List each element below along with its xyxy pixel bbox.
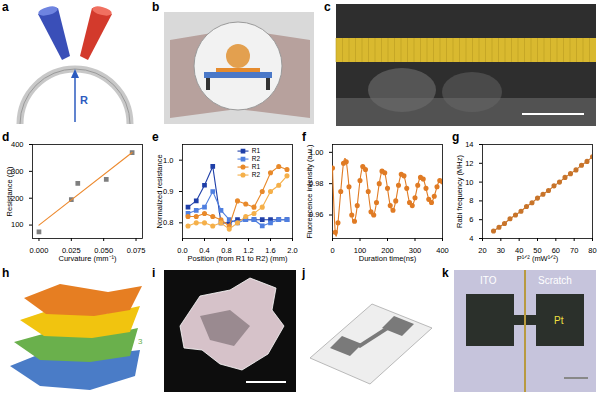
html-text:h: h bbox=[2, 266, 10, 280]
svg-text:0.8: 0.8 bbox=[221, 245, 232, 255]
svg-text:R1: R1 bbox=[252, 163, 261, 170]
svg-text:200: 200 bbox=[381, 245, 394, 255]
svg-text:R1: R1 bbox=[252, 147, 261, 154]
svg-text:R2: R2 bbox=[252, 155, 261, 162]
html-text:a: a bbox=[2, 0, 9, 14]
svg-text:0.050: 0.050 bbox=[94, 245, 114, 255]
svg-text:20: 20 bbox=[478, 246, 486, 255]
svg-text:Scratch: Scratch bbox=[538, 275, 572, 286]
svg-text:0.025: 0.025 bbox=[61, 245, 81, 255]
html-text:b: b bbox=[152, 0, 160, 14]
svg-text:10: 10 bbox=[465, 178, 473, 187]
html-text:c: c bbox=[324, 0, 331, 14]
svg-text:6: 6 bbox=[469, 215, 473, 224]
html-text:j: j bbox=[302, 266, 306, 280]
svg-text:40: 40 bbox=[515, 245, 524, 255]
svg-text:0.075: 0.075 bbox=[127, 246, 146, 255]
svg-text:1.00: 1.00 bbox=[308, 147, 324, 157]
html-text:f: f bbox=[302, 130, 306, 144]
svg-text:Position (from R1 to R2) (mm): Position (from R1 to R2) (mm) bbox=[187, 254, 288, 263]
svg-text:0.96: 0.96 bbox=[308, 210, 324, 220]
html-text:g: g bbox=[452, 130, 460, 144]
svg-text:400: 400 bbox=[11, 140, 24, 149]
svg-text:2.0: 2.0 bbox=[287, 246, 297, 255]
svg-text:80: 80 bbox=[588, 246, 596, 255]
svg-text:300: 300 bbox=[11, 166, 24, 176]
svg-text:0.9: 0.9 bbox=[163, 187, 173, 196]
svg-text:Curvature (mm⁻¹): Curvature (mm⁻¹) bbox=[58, 254, 117, 263]
svg-text:300: 300 bbox=[408, 245, 422, 255]
html-text:i: i bbox=[152, 266, 156, 280]
svg-text:1.0: 1.0 bbox=[163, 156, 173, 165]
svg-text:200: 200 bbox=[11, 193, 24, 203]
svg-text:0.98: 0.98 bbox=[308, 179, 324, 189]
svg-text:Normalized resistance: Normalized resistance bbox=[155, 154, 164, 228]
svg-text:P¹ᐟ² (mW¹ᐟ²): P¹ᐟ² (mW¹ᐟ²) bbox=[517, 254, 559, 263]
svg-text:Duration time(ns): Duration time(ns) bbox=[359, 254, 417, 263]
html-text:k: k bbox=[442, 266, 449, 280]
svg-text:60: 60 bbox=[551, 245, 560, 255]
svg-text:4: 4 bbox=[469, 234, 473, 243]
svg-text:30: 30 bbox=[497, 246, 505, 255]
svg-text:1.6: 1.6 bbox=[265, 245, 276, 255]
svg-text:Fluorescence intensity (a.u.): Fluorescence intensity (a.u.) bbox=[305, 144, 314, 239]
svg-text:Resistance (Ω): Resistance (Ω) bbox=[5, 166, 14, 216]
svg-text:Pt: Pt bbox=[554, 315, 564, 326]
svg-text:12: 12 bbox=[465, 159, 473, 168]
html-text:d: d bbox=[2, 130, 10, 144]
svg-text:1.2: 1.2 bbox=[243, 245, 254, 255]
svg-text:R2: R2 bbox=[252, 171, 261, 178]
svg-text:70: 70 bbox=[570, 246, 578, 255]
svg-text:Rabi frequency (MHz): Rabi frequency (MHz) bbox=[455, 155, 464, 228]
svg-text:14: 14 bbox=[465, 140, 473, 149]
svg-text:100: 100 bbox=[11, 220, 24, 229]
html-text:e: e bbox=[152, 130, 159, 144]
svg-text:50: 50 bbox=[533, 245, 542, 255]
svg-text:R: R bbox=[80, 94, 88, 106]
svg-text:100: 100 bbox=[353, 245, 367, 255]
svg-text:0.0: 0.0 bbox=[177, 246, 187, 255]
svg-text:0.000: 0.000 bbox=[30, 246, 49, 255]
svg-text:ITO: ITO bbox=[480, 275, 497, 286]
svg-text:400: 400 bbox=[436, 246, 449, 255]
svg-text:8: 8 bbox=[469, 196, 473, 205]
svg-text:0: 0 bbox=[330, 246, 334, 255]
svg-text:3: 3 bbox=[138, 337, 143, 346]
svg-text:0.8: 0.8 bbox=[163, 218, 173, 227]
svg-text:0.4: 0.4 bbox=[199, 245, 210, 255]
